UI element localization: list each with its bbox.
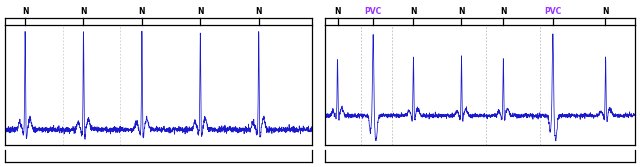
Text: PVC: PVC (544, 7, 561, 16)
Text: N: N (255, 7, 262, 16)
Text: N: N (500, 7, 506, 16)
Text: N: N (410, 7, 417, 16)
Text: PVC: PVC (365, 7, 381, 16)
Text: N: N (602, 7, 609, 16)
Text: N: N (458, 7, 465, 16)
Text: N: N (80, 7, 86, 16)
Text: N: N (197, 7, 204, 16)
Text: N: N (334, 7, 340, 16)
Text: N: N (22, 7, 28, 16)
Text: N: N (139, 7, 145, 16)
